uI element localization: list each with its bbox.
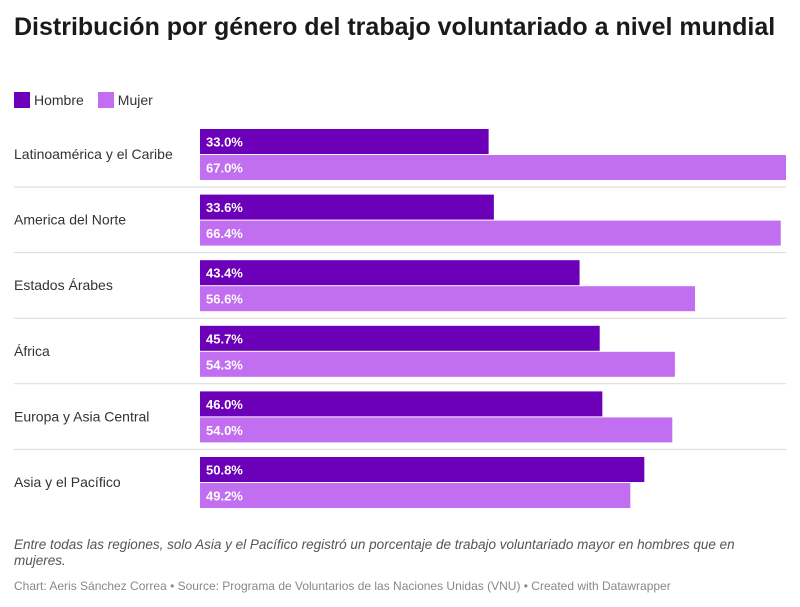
bar-mujer-africa: [200, 351, 675, 377]
data-label-hombre-estados-arabes: 43.4%: [206, 266, 243, 281]
chart-note: Entre todas las regiones, solo Asia y el…: [14, 537, 735, 568]
bar-hombre-latinoamerica-y-el-caribe: [200, 129, 489, 154]
data-label-mujer-europa-y-asia-central: 54.0%: [206, 423, 243, 438]
data-label-mujer-estados-arabes: 56.6%: [206, 292, 243, 307]
legend-swatch-mujer: [97, 92, 114, 108]
bar-hombre-asia-y-el-pacifico: [200, 457, 645, 482]
data-label-mujer-asia-y-el-pacifico: 49.2%: [206, 489, 243, 504]
category-label-latinoamerica-y-el-caribe: Latinoamérica y el Caribe: [14, 146, 173, 162]
bar-hombre-america-del-norte: [200, 194, 494, 220]
bar-mujer-asia-y-el-pacifico: [200, 483, 631, 508]
legend-item-hombre: Hombre: [14, 92, 84, 108]
data-label-mujer-latinoamerica-y-el-caribe: 67.0%: [206, 161, 243, 176]
data-label-hombre-africa: 45.7%: [206, 331, 243, 346]
category-label-estados-arabes: Estados Árabes: [14, 277, 113, 293]
bar-mujer-estados-arabes: [200, 286, 696, 312]
bar-mujer-latinoamerica-y-el-caribe: [200, 155, 786, 180]
bar-hombre-europa-y-asia-central: [200, 391, 603, 417]
category-label-africa: África: [14, 343, 50, 359]
bar-hombre-africa: [200, 325, 600, 351]
legend: Hombre Mujer: [14, 92, 167, 108]
legend-swatch-hombre: [14, 92, 30, 108]
data-label-hombre-america-del-norte: 33.6%: [206, 200, 243, 215]
category-label-europa-y-asia-central: Europa y Asia Central: [14, 408, 149, 424]
bar-mujer-america-del-norte: [200, 220, 781, 246]
legend-label-mujer: Mujer: [117, 92, 153, 108]
legend-label-hombre: Hombre: [34, 92, 84, 108]
data-label-hombre-latinoamerica-y-el-caribe: 33.0%: [206, 135, 243, 150]
data-label-mujer-america-del-norte: 66.4%: [206, 226, 243, 241]
bar-hombre-estados-arabes: [200, 260, 580, 286]
legend-item-mujer: Mujer: [97, 92, 153, 108]
data-label-mujer-africa: 54.3%: [206, 357, 243, 372]
category-label-asia-y-el-pacifico: Asia y el Pacífico: [14, 474, 121, 490]
category-label-america-del-norte: America del Norte: [14, 212, 126, 228]
data-label-hombre-europa-y-asia-central: 46.0%: [206, 397, 243, 412]
chart-footer: Chart: Aeris Sánchez Correa • Source: Pr…: [14, 579, 671, 593]
chart-title: Distribución por género del trabajo volu…: [14, 13, 776, 41]
data-label-hombre-asia-y-el-pacifico: 50.8%: [206, 463, 243, 478]
bar-mujer-europa-y-asia-central: [200, 417, 673, 443]
